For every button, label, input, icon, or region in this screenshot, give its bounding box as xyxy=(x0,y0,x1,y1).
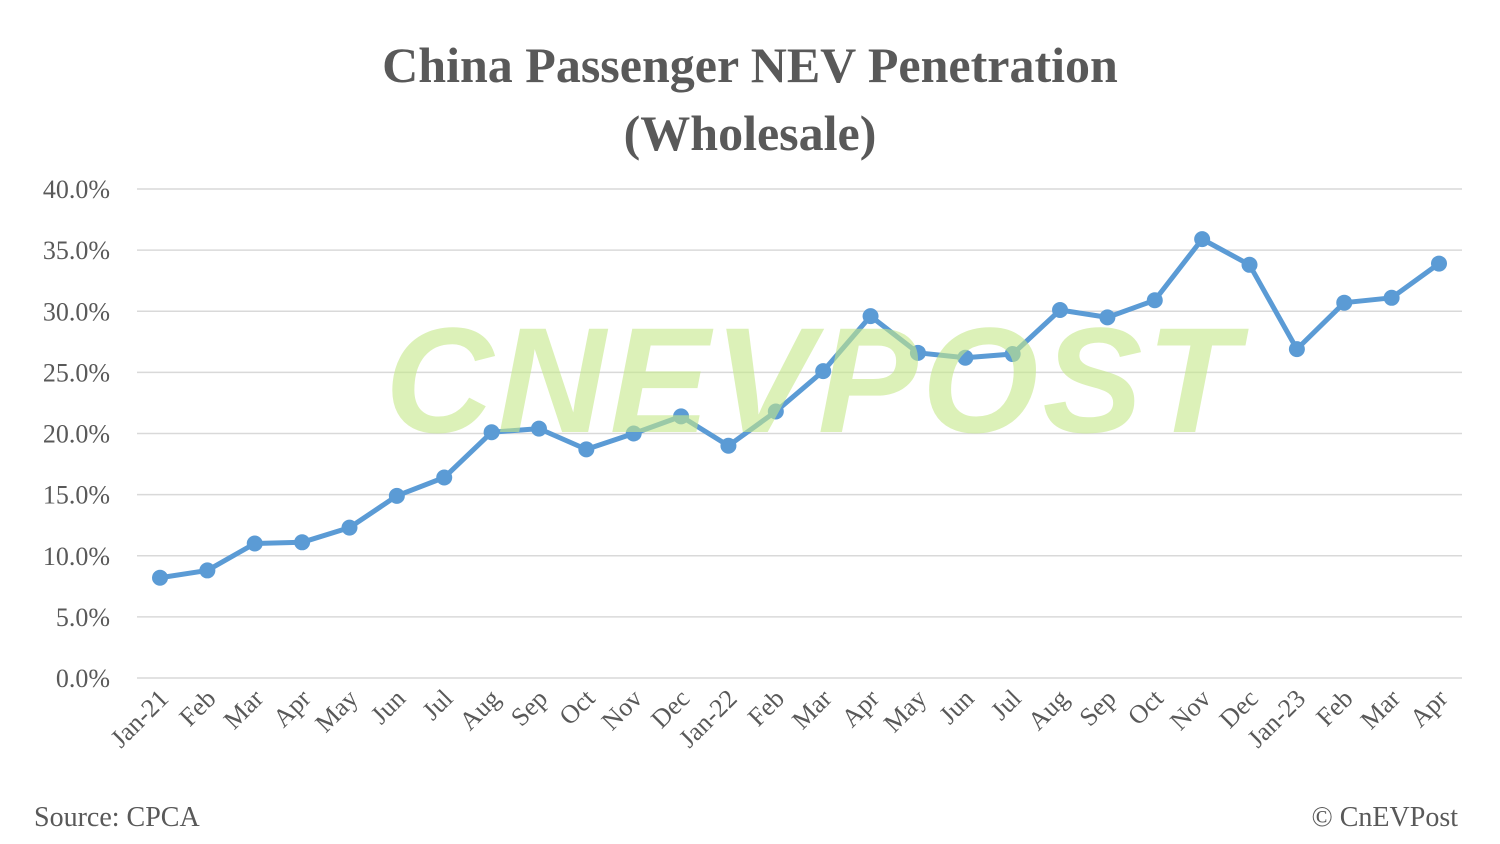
x-tick-label: May xyxy=(310,684,364,738)
data-point xyxy=(673,408,690,425)
data-point xyxy=(625,425,642,442)
data-point xyxy=(246,535,263,552)
watermark-logo: CNEVPOST xyxy=(385,296,1250,464)
y-tick-label: 10.0% xyxy=(43,542,110,571)
y-axis: 0.0% 5.0% 10.0% 15.0% 20.0% 25.0% 30.0% 35.0% 40… xyxy=(43,175,110,693)
x-tick-label: Jun xyxy=(933,684,979,730)
data-point xyxy=(1099,309,1116,326)
x-tick-label: Apr xyxy=(1404,683,1453,732)
data-point xyxy=(1431,255,1447,272)
y-tick-label: 35.0% xyxy=(43,236,110,265)
data-point xyxy=(578,441,595,458)
gridlines xyxy=(137,188,1462,679)
data-point xyxy=(483,424,500,441)
data-point xyxy=(1146,292,1163,309)
data-point xyxy=(530,420,547,437)
x-tick-label: May xyxy=(878,684,932,738)
y-tick-label: 25.0% xyxy=(43,358,110,387)
data-point xyxy=(720,437,737,454)
data-point xyxy=(294,534,311,551)
data-point xyxy=(199,562,216,579)
x-tick-label: Jun xyxy=(365,684,411,730)
x-tick-label: Oct xyxy=(1122,683,1170,731)
x-tick-label: Nov xyxy=(596,684,648,736)
data-point xyxy=(1194,231,1211,248)
x-tick-label: Feb xyxy=(1310,684,1358,732)
data-point xyxy=(388,487,405,504)
chart-title: China Passenger NEV Penetration xyxy=(382,37,1118,93)
x-tick-label: Oct xyxy=(554,683,602,731)
data-point xyxy=(1004,346,1021,363)
x-tick-label: Feb xyxy=(174,684,222,732)
data-point xyxy=(1241,256,1258,273)
data-point xyxy=(909,344,926,361)
x-tick-label: Apr xyxy=(836,683,885,732)
x-tick-label: Sep xyxy=(505,684,553,732)
data-point xyxy=(1288,341,1305,358)
x-tick-label: Jul xyxy=(417,684,459,726)
x-tick-label: Jan-21 xyxy=(105,684,175,754)
x-tick-label: Mar xyxy=(786,684,837,735)
x-tick-label: Aug xyxy=(454,684,506,736)
x-tick-label: Nov xyxy=(1164,684,1216,736)
y-tick-label: 5.0% xyxy=(56,603,110,632)
data-point xyxy=(341,519,358,536)
y-tick-label: 40.0% xyxy=(43,175,110,204)
data-point xyxy=(1052,302,1069,319)
data-point xyxy=(815,363,832,380)
data-point xyxy=(436,469,453,486)
series-path xyxy=(159,236,1441,581)
y-tick-label: 0.0% xyxy=(56,664,110,693)
data-point xyxy=(1383,289,1400,306)
source-note: Source: CPCA xyxy=(34,802,200,833)
data-point xyxy=(862,308,879,325)
y-tick-label: 15.0% xyxy=(43,481,110,510)
y-tick-label: 20.0% xyxy=(43,420,110,449)
y-tick-label: 30.0% xyxy=(43,297,110,326)
x-tick-label: Mar xyxy=(1355,684,1406,735)
x-tick-label: Mar xyxy=(218,684,269,735)
copyright-note: © CnEVPost xyxy=(1311,802,1458,833)
data-point xyxy=(1336,294,1353,311)
data-point xyxy=(957,349,974,366)
series-line xyxy=(152,231,1447,586)
x-tick-label: Sep xyxy=(1074,684,1122,732)
data-point xyxy=(152,569,168,586)
x-tick-label: Feb xyxy=(742,684,790,732)
x-tick-label: Apr xyxy=(267,683,316,732)
chart-subtitle: (Wholesale) xyxy=(624,105,877,161)
x-tick-label: Aug xyxy=(1022,684,1074,736)
x-tick-label: Jul xyxy=(985,684,1027,726)
data-point xyxy=(767,403,784,420)
